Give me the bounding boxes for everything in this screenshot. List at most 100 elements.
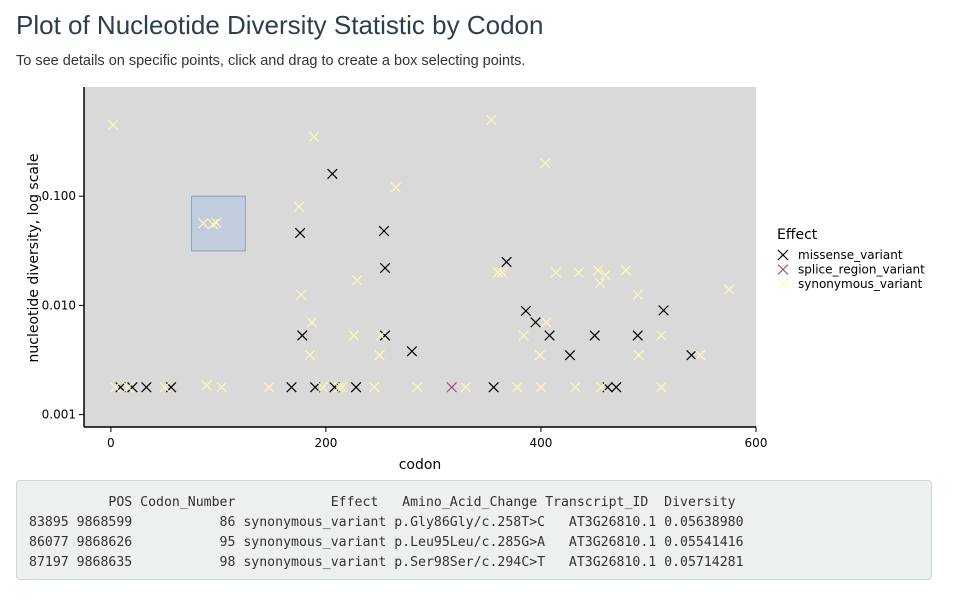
data-point[interactable]: [211, 217, 222, 228]
data-point[interactable]: [486, 114, 497, 126]
data-point[interactable]: [406, 346, 418, 357]
data-point[interactable]: [501, 256, 512, 268]
data-point[interactable]: [198, 218, 209, 229]
data-point[interactable]: [594, 277, 606, 289]
brush-selection-box[interactable]: [191, 195, 246, 252]
y-tick-label: 0.010: [42, 298, 76, 312]
data-point[interactable]: [348, 330, 360, 341]
data-point[interactable]: [656, 382, 667, 393]
data-point[interactable]: [595, 382, 607, 393]
data-point[interactable]: [412, 382, 423, 393]
data-point[interactable]: [518, 330, 529, 341]
data-point[interactable]: [109, 382, 121, 393]
data-point[interactable]: [374, 349, 385, 361]
data-point[interactable]: [127, 382, 138, 393]
data-point[interactable]: [304, 349, 316, 361]
data-point[interactable]: [633, 349, 645, 361]
data-point[interactable]: [620, 264, 632, 276]
legend-key: [777, 249, 789, 261]
x-tick-label: 200: [314, 436, 337, 450]
data-point[interactable]: [317, 382, 328, 393]
data-point[interactable]: [530, 317, 541, 328]
series-synonymous_variant: [107, 114, 735, 393]
data-point[interactable]: [295, 289, 307, 301]
data-point[interactable]: [544, 330, 555, 341]
data-point[interactable]: [378, 225, 390, 237]
data-point[interactable]: [570, 382, 581, 393]
data-point[interactable]: [201, 380, 212, 391]
table-row: 86077 9868626 95 synonymous_variant p.Le…: [29, 535, 744, 550]
page-subtitle: To see details on specific points, click…: [16, 53, 526, 69]
data-point[interactable]: [460, 382, 471, 393]
data-point[interactable]: [379, 330, 391, 341]
data-point[interactable]: [520, 305, 532, 317]
legend-title: Effect: [777, 227, 818, 243]
data-point[interactable]: [141, 382, 152, 393]
data-point[interactable]: [327, 168, 338, 180]
data-point[interactable]: [723, 284, 735, 295]
data-point[interactable]: [488, 382, 499, 393]
data-point[interactable]: [492, 267, 504, 278]
diversity-scatter-plot[interactable]: 0 200 400 600 0.001 0.010 0.100 codon nucleoti…: [0, 78, 953, 476]
data-point[interactable]: [540, 158, 551, 169]
data-point[interactable]: [159, 382, 170, 393]
y-tick-label: 0.001: [42, 408, 76, 422]
data-point[interactable]: [564, 349, 576, 361]
data-point[interactable]: [550, 267, 562, 278]
series-missense_variant: [115, 168, 697, 393]
legend-entry: synonymous_variant: [798, 277, 923, 291]
data-point[interactable]: [589, 330, 600, 341]
data-point[interactable]: [512, 382, 523, 393]
data-point[interactable]: [336, 382, 348, 393]
table-row: 83895 9868599 86 synonymous_variant p.Gl…: [29, 515, 744, 530]
data-point[interactable]: [350, 382, 362, 393]
selected-points-table: POS Codon_Number Effect Amino_Acid_Chang…: [17, 481, 931, 573]
series-splice_region_variant: [446, 382, 457, 393]
data-point[interactable]: [592, 264, 604, 276]
legend-key: [777, 278, 789, 290]
data-point[interactable]: [293, 201, 305, 213]
data-point[interactable]: [694, 349, 706, 361]
table-header-row: POS Codon_Number Effect Amino_Acid_Chang…: [29, 495, 736, 510]
data-point[interactable]: [610, 382, 622, 393]
data-point[interactable]: [351, 275, 363, 286]
data-point[interactable]: [333, 382, 345, 393]
data-point[interactable]: [600, 269, 611, 281]
data-point[interactable]: [263, 382, 275, 393]
data-point[interactable]: [297, 330, 308, 341]
x-tick-label: 400: [530, 436, 553, 450]
x-axis-label: codon: [399, 457, 442, 473]
data-point[interactable]: [309, 382, 321, 393]
data-point[interactable]: [207, 218, 219, 230]
data-point[interactable]: [535, 382, 547, 393]
data-point[interactable]: [686, 349, 697, 361]
data-point[interactable]: [573, 267, 584, 278]
data-point[interactable]: [216, 382, 227, 393]
data-point[interactable]: [115, 382, 126, 393]
data-point[interactable]: [379, 262, 391, 274]
data-point[interactable]: [294, 227, 306, 239]
data-point[interactable]: [286, 382, 297, 393]
x-tick-label: 0: [107, 436, 115, 450]
legend-key: [777, 264, 789, 275]
data-point[interactable]: [534, 349, 546, 361]
table-row: 87197 9868635 98 synonymous_variant p.Se…: [29, 555, 744, 570]
data-point[interactable]: [497, 267, 508, 278]
data-point[interactable]: [658, 305, 669, 316]
legend-entry: splice_region_variant: [798, 263, 925, 277]
data-point[interactable]: [308, 131, 320, 143]
data-point[interactable]: [390, 182, 402, 193]
data-point[interactable]: [541, 317, 552, 328]
data-point[interactable]: [632, 289, 643, 301]
data-point[interactable]: [446, 382, 457, 393]
data-point[interactable]: [375, 330, 386, 341]
data-point[interactable]: [656, 330, 667, 341]
x-tick-label: 600: [745, 436, 768, 450]
data-point[interactable]: [107, 119, 119, 131]
plot-panel[interactable]: [84, 87, 756, 427]
data-point[interactable]: [329, 382, 340, 393]
data-point[interactable]: [632, 330, 643, 341]
data-point[interactable]: [306, 317, 318, 328]
data-point[interactable]: [122, 382, 134, 393]
data-point[interactable]: [369, 382, 380, 393]
